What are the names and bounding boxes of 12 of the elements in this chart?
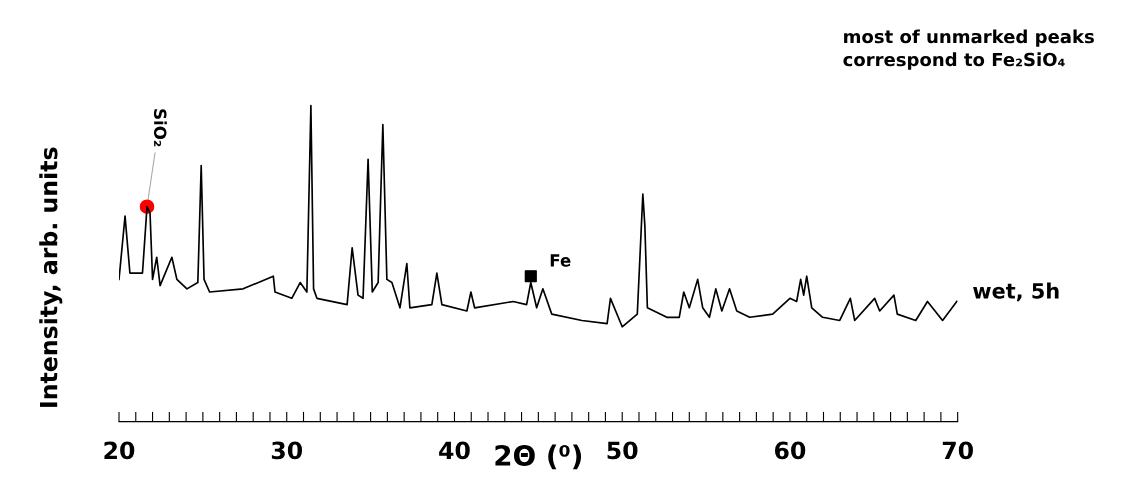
- x-tick-label: 60: [774, 441, 806, 460]
- x-axis-title: 2Θ (⁰): [495, 444, 582, 470]
- text: wet, 5h: [973, 282, 1059, 302]
- y-axis-title: Intensity, arb. units: [39, 147, 63, 407]
- series-label: Fe: [550, 254, 571, 267]
- chart-title: most of unmarked peaks correspond to Fe₂SiO₄: [843, 29, 1094, 70]
- x-tick-label: 20: [104, 441, 135, 460]
- x-tick-label: 50: [607, 441, 638, 460]
- x-tick-label: 70: [942, 441, 973, 460]
- text: SiO₂: [153, 109, 167, 147]
- x-tick-label: 40: [439, 441, 470, 460]
- x-tick-label: 30: [271, 441, 303, 460]
